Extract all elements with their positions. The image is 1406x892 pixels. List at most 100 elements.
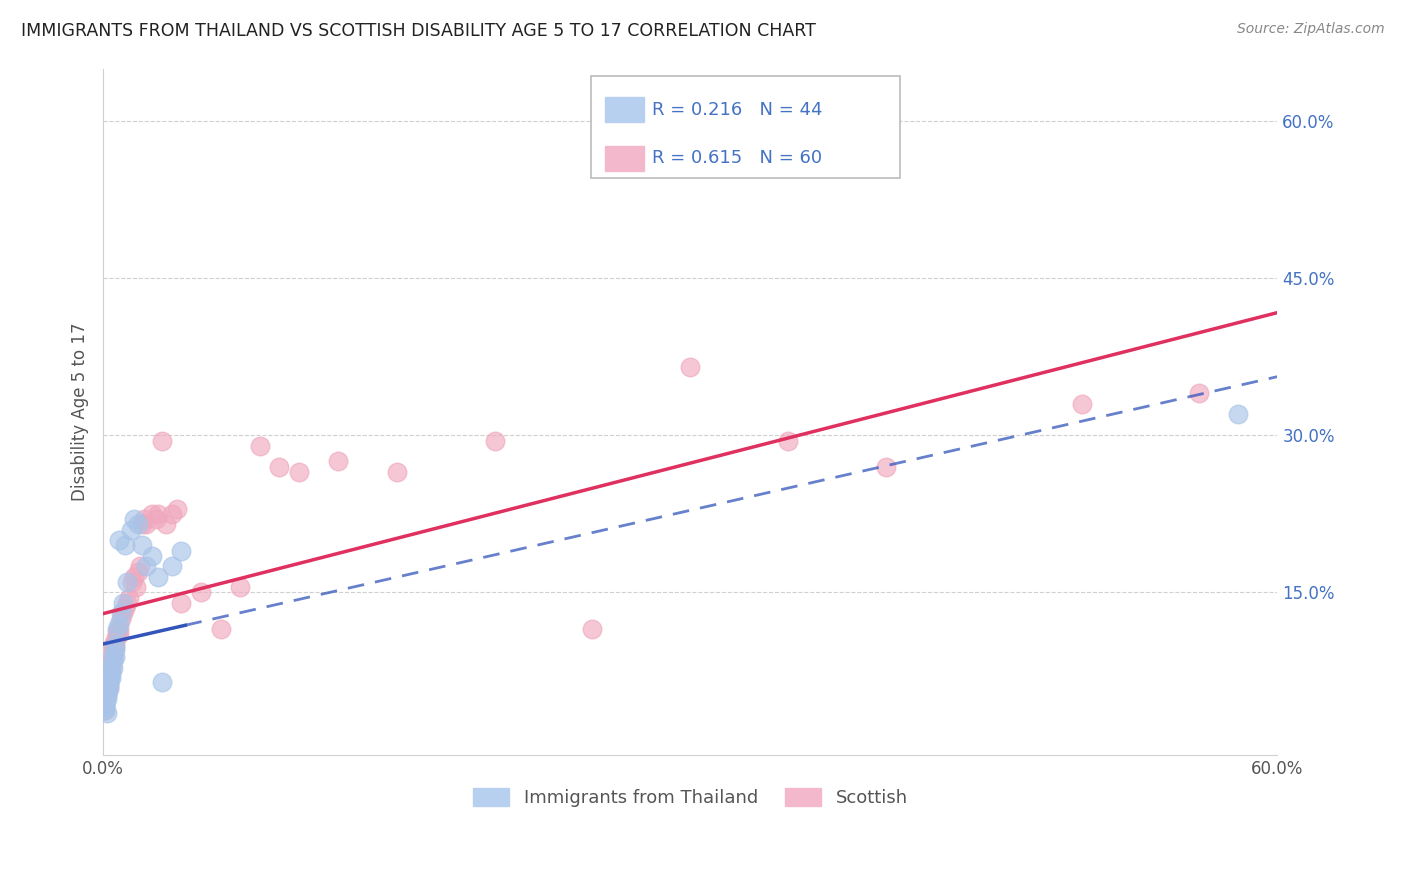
Point — [229, 580, 252, 594]
Point — [96, 692, 118, 706]
Point — [124, 570, 146, 584]
Point — [127, 565, 149, 579]
Point — [1070, 397, 1092, 411]
Point — [100, 658, 122, 673]
Point — [100, 664, 122, 678]
Point — [96, 688, 118, 702]
Point — [190, 585, 212, 599]
Point — [111, 596, 134, 610]
Text: IMMIGRANTS FROM THAILAND VS SCOTTISH DISABILITY AGE 5 TO 17 CORRELATION CHART: IMMIGRANTS FROM THAILAND VS SCOTTISH DIS… — [21, 22, 815, 40]
Point — [131, 538, 153, 552]
Point — [114, 601, 136, 615]
Point — [98, 674, 121, 689]
Point — [104, 650, 127, 665]
Point — [105, 622, 128, 636]
Point — [1188, 386, 1211, 401]
Point — [101, 643, 124, 657]
Point — [104, 640, 127, 654]
Point — [581, 622, 603, 636]
Point — [107, 533, 129, 547]
Point — [94, 692, 117, 706]
Point — [150, 674, 173, 689]
Point — [96, 685, 118, 699]
Point — [100, 672, 122, 686]
Point — [1227, 407, 1250, 421]
Point — [98, 672, 121, 686]
Point — [105, 625, 128, 640]
Point — [104, 632, 127, 647]
Point — [96, 681, 118, 696]
Point — [288, 465, 311, 479]
Text: Source: ZipAtlas.com: Source: ZipAtlas.com — [1237, 22, 1385, 37]
Point — [104, 643, 127, 657]
Point — [385, 465, 408, 479]
Point — [170, 543, 193, 558]
Point — [141, 549, 163, 563]
Point — [107, 627, 129, 641]
Text: R = 0.216   N = 44: R = 0.216 N = 44 — [652, 101, 823, 119]
Point — [135, 559, 157, 574]
Point — [170, 596, 193, 610]
Point — [875, 459, 897, 474]
Point — [135, 517, 157, 532]
Point — [98, 667, 121, 681]
Point — [115, 574, 138, 589]
Point — [107, 622, 129, 636]
Point — [94, 700, 117, 714]
Y-axis label: Disability Age 5 to 17: Disability Age 5 to 17 — [72, 323, 89, 501]
Point — [129, 559, 152, 574]
Text: R = 0.615   N = 60: R = 0.615 N = 60 — [652, 149, 823, 167]
Point — [110, 607, 132, 621]
Point — [484, 434, 506, 448]
Point — [110, 612, 132, 626]
Point — [94, 703, 117, 717]
Point — [166, 501, 188, 516]
Point — [105, 630, 128, 644]
Point — [101, 648, 124, 663]
Point — [100, 667, 122, 681]
Point — [141, 507, 163, 521]
Point — [94, 696, 117, 710]
Point — [94, 690, 117, 705]
Point — [98, 678, 121, 692]
Point — [121, 574, 143, 589]
Point — [98, 672, 121, 686]
Point — [145, 512, 167, 526]
Point — [209, 622, 232, 636]
Point — [96, 678, 118, 692]
Point — [117, 591, 139, 605]
Point — [679, 360, 702, 375]
Point — [127, 517, 149, 532]
Point — [124, 512, 146, 526]
Point — [100, 654, 122, 668]
Point — [150, 434, 173, 448]
Point — [94, 698, 117, 713]
Point — [160, 507, 183, 521]
Point — [146, 507, 169, 521]
Point — [134, 512, 156, 526]
Point — [101, 646, 124, 660]
Point — [778, 434, 800, 448]
Point — [326, 454, 349, 468]
Point — [96, 680, 118, 694]
Point — [155, 517, 177, 532]
Point — [94, 703, 117, 717]
Point — [120, 523, 142, 537]
Point — [100, 658, 122, 673]
Legend: Immigrants from Thailand, Scottish: Immigrants from Thailand, Scottish — [465, 780, 915, 814]
Point — [269, 459, 291, 474]
Point — [104, 638, 127, 652]
Point — [111, 607, 134, 621]
Point — [115, 596, 138, 610]
Point — [98, 674, 121, 689]
Point — [96, 688, 118, 702]
Point — [100, 661, 122, 675]
Point — [94, 698, 117, 713]
Point — [98, 669, 121, 683]
Point — [146, 570, 169, 584]
Point — [125, 580, 148, 594]
Point — [101, 650, 124, 665]
Point — [114, 538, 136, 552]
Point — [131, 517, 153, 532]
Point — [98, 680, 121, 694]
